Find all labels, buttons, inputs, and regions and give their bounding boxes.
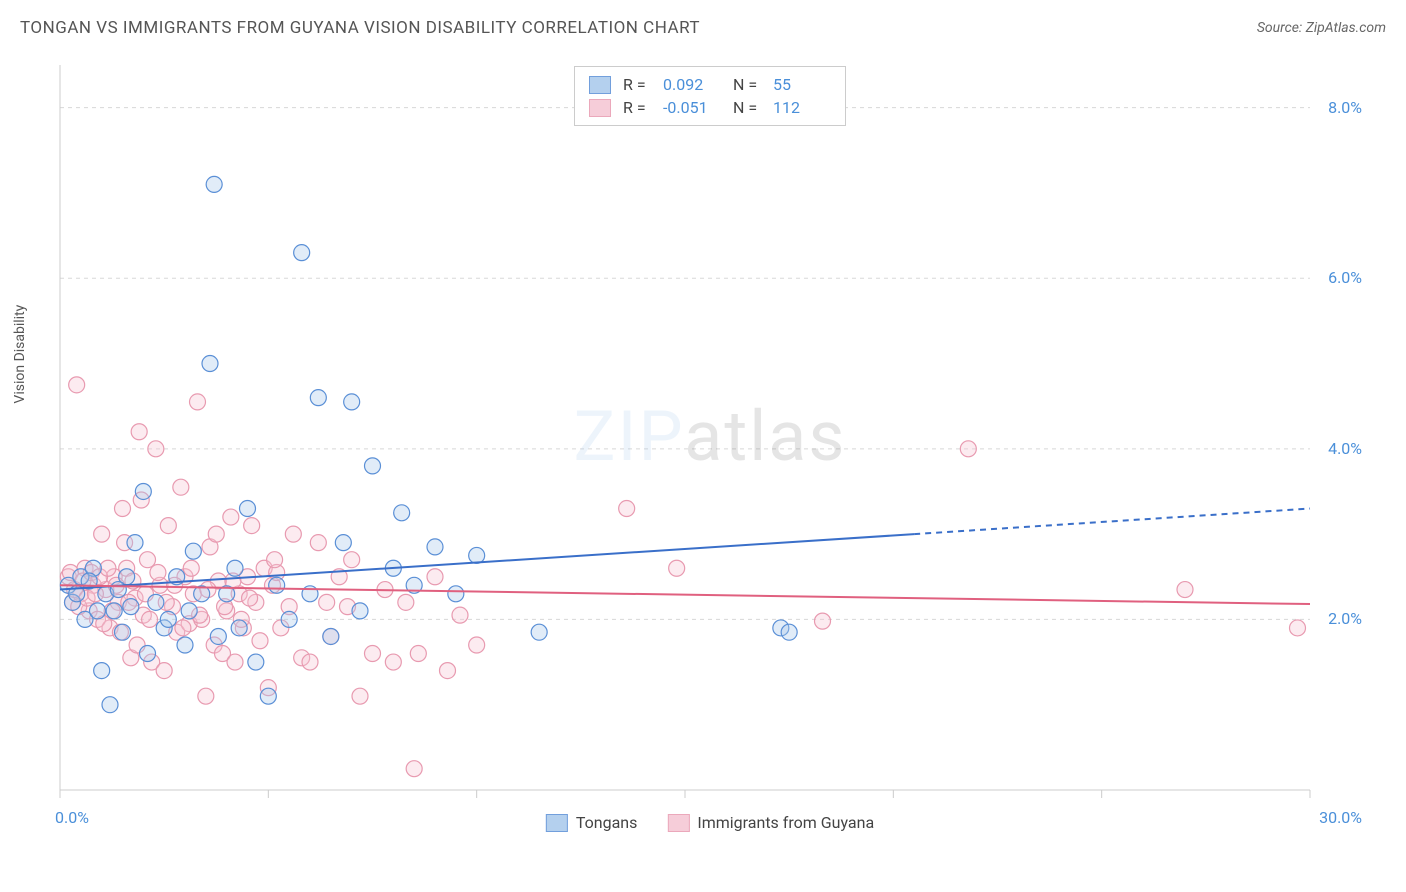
swatch-series2-bottom <box>667 814 689 832</box>
stats-row-series2: R = -0.051 N = 112 <box>589 96 831 119</box>
x-tick-label: 30.0% <box>1319 808 1362 827</box>
r-value-series2: -0.051 <box>663 98 721 117</box>
legend-item-series2: Immigrants from Guyana <box>667 813 874 832</box>
stats-row-series1: R = 0.092 N = 55 <box>589 73 831 96</box>
y-axis-label: Vision Disability <box>12 305 28 404</box>
y-tick-label: 6.0% <box>1328 268 1362 287</box>
chart-container: Vision Disability ZIPatlas R = 0.092 N =… <box>50 60 1370 830</box>
y-tick-label: 8.0% <box>1328 98 1362 117</box>
legend-item-series1: Tongans <box>546 813 638 832</box>
r-value-series1: 0.092 <box>663 75 721 94</box>
r-label: R = <box>623 75 651 94</box>
n-label: N = <box>733 98 761 117</box>
y-tick-label: 2.0% <box>1328 609 1362 628</box>
x-tick-label: 0.0% <box>55 808 89 827</box>
source-label: Source: ZipAtlas.com <box>1257 20 1386 36</box>
n-label: N = <box>733 75 761 94</box>
swatch-series2 <box>589 99 611 117</box>
n-value-series1: 55 <box>773 75 831 94</box>
chart-title: TONGAN VS IMMIGRANTS FROM GUYANA VISION … <box>20 18 700 38</box>
legend-label-series1: Tongans <box>576 813 638 832</box>
r-label: R = <box>623 98 651 117</box>
swatch-series1 <box>589 76 611 94</box>
swatch-series1-bottom <box>546 814 568 832</box>
scatter-plot <box>50 60 1370 830</box>
y-tick-label: 4.0% <box>1328 439 1362 458</box>
legend-label-series2: Immigrants from Guyana <box>697 813 874 832</box>
stats-legend: R = 0.092 N = 55 R = -0.051 N = 112 <box>574 66 846 126</box>
bottom-legend: Tongans Immigrants from Guyana <box>546 813 874 832</box>
n-value-series2: 112 <box>773 98 831 117</box>
